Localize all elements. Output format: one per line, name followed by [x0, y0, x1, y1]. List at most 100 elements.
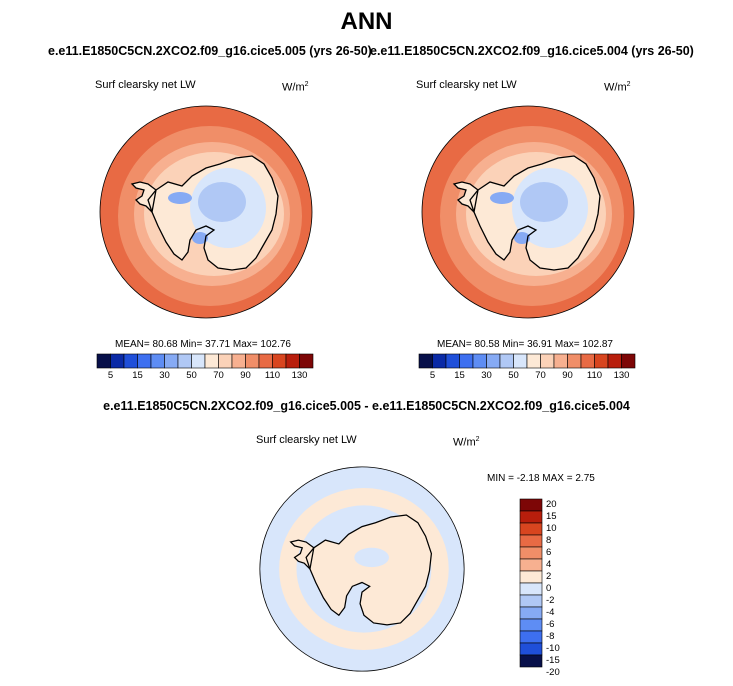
colorbar-tick-label: 30 [159, 370, 170, 381]
colorbar-tick-label: 8 [546, 535, 552, 546]
colorbar-tick-label: 20 [546, 499, 557, 510]
colorbar-tick-label: 5 [429, 370, 436, 381]
panel-1-stats: MEAN= 80.68 Min= 37.71 Max= 102.76 [115, 339, 291, 350]
difference-units: W/m2 [453, 436, 480, 449]
colorbar-box [486, 353, 501, 369]
colorbar-tick-label: 30 [481, 370, 492, 381]
peninsula-coastline [130, 181, 157, 214]
colorbar-tick-label: 5 [107, 370, 114, 381]
panel-1-case-title: e.e11.E1850C5CN.2XCO2.f09_g16.cice5.005 … [48, 44, 372, 58]
colorbar-box [432, 353, 447, 369]
colorbar-box [519, 546, 543, 560]
colorbar-box [594, 353, 609, 369]
colorbar-tick-label: 90 [240, 370, 251, 381]
panel-2-max-label: Max= [554, 339, 580, 350]
panel-2-units: W/m2 [604, 81, 631, 94]
panel-2-colorbar [418, 353, 636, 369]
colorbar-tick-label: 2 [546, 571, 552, 582]
panel-1-mean-label: MEAN= [115, 339, 150, 350]
map-border [259, 466, 465, 672]
panel-2-case-title: e.e11.E1850C5CN.2XCO2.f09_g16.cice5.004 … [370, 44, 694, 58]
diff-pale-patch [354, 547, 389, 568]
coastline [147, 155, 279, 271]
panel-1-max-label: Max= [232, 339, 258, 350]
panel-2-colorbar-ticks: 5 15 30 50 70 90 110 130 [419, 370, 635, 382]
panel-1-units: W/m2 [282, 81, 309, 94]
difference-colorbar [519, 498, 543, 668]
colorbar-box [519, 654, 543, 668]
panel-1-min-label: Min= [180, 339, 203, 350]
colorbar-tick-label: 0 [546, 583, 552, 594]
colorbar-tick-label: 15 [132, 370, 143, 381]
colorbar-tick-label: 130 [291, 370, 308, 381]
colorbar-box [519, 618, 543, 632]
panel-1-colorbar-ticks: 5 15 30 50 70 90 110 130 [97, 370, 313, 382]
map-border [421, 105, 635, 319]
panel-2-mean-label: MEAN= [437, 339, 472, 350]
panel-2-stats: MEAN= 80.58 Min= 36.91 Max= 102.87 [437, 339, 613, 350]
colorbar-box [459, 353, 474, 369]
colorbar-box [137, 353, 152, 369]
colorbar-box [540, 353, 555, 369]
colorbar-tick-label: 6 [546, 547, 552, 558]
colorbar-box [519, 594, 543, 608]
colorbar-box [519, 642, 543, 656]
colorbar-tick-label: -20 [546, 667, 560, 678]
colorbar-box [519, 534, 543, 548]
difference-variable-name: Surf clearsky net LW [256, 434, 357, 446]
colorbar-box [272, 353, 287, 369]
colorbar-tick-label: 130 [613, 370, 630, 381]
colorbar-box [519, 582, 543, 596]
colorbar-box [567, 353, 582, 369]
colorbar-box [218, 353, 233, 369]
peninsula-coastline [452, 181, 479, 214]
colorbar-tick-label: 90 [562, 370, 573, 381]
colorbar-box [285, 353, 300, 369]
colorbar-tick-label: 70 [535, 370, 546, 381]
panel-2-max-value: 102.87 [582, 339, 613, 350]
colorbar-box [472, 353, 487, 369]
colorbar-box [513, 353, 528, 369]
colorbar-tick-label: -6 [546, 619, 555, 630]
panel-1-colorbar [96, 353, 314, 369]
panel-1-min-value: 37.71 [205, 339, 231, 350]
colorbar-box [110, 353, 125, 369]
coastline [305, 514, 433, 626]
colorbar-tick-label: 50 [508, 370, 519, 381]
colorbar-box [164, 353, 179, 369]
colorbar-box [499, 353, 514, 369]
colorbar-box [123, 353, 138, 369]
colorbar-box [553, 353, 568, 369]
plateau-blue [520, 182, 568, 222]
panel-2-variable-name: Surf clearsky net LW [416, 79, 517, 91]
colorbar-box [580, 353, 595, 369]
colorbar-box [245, 353, 260, 369]
coastline [469, 155, 601, 271]
colorbar-box [519, 606, 543, 620]
colorbar-tick-label: -2 [546, 595, 555, 606]
plateau-blue [198, 182, 246, 222]
colorbar-box [519, 558, 543, 572]
panel-1-polar-map [99, 105, 313, 319]
difference-stats: MIN = -2.18 MAX = 2.75 [487, 473, 595, 484]
colorbar-box [258, 353, 273, 369]
panel-1-mean-value: 80.68 [152, 339, 178, 350]
panel-2-polar-map [421, 105, 635, 319]
colorbar-tick-label: 4 [546, 559, 552, 570]
colorbar-box [607, 353, 622, 369]
colorbar-box [177, 353, 192, 369]
figure-title: ANN [340, 8, 393, 35]
ice-shelf-ross [168, 192, 192, 204]
colorbar-box [519, 570, 543, 584]
map-field [100, 106, 312, 318]
colorbar-tick-label: 110 [586, 370, 603, 381]
colorbar-box [299, 353, 314, 369]
colorbar-tick-label: -10 [546, 643, 560, 654]
colorbar-tick-label: 50 [186, 370, 197, 381]
map-field [259, 466, 465, 672]
colorbar-tick-label: 110 [264, 370, 281, 381]
colorbar-box [418, 353, 433, 369]
panel-1-max-value: 102.76 [260, 339, 291, 350]
colorbar-tick-label: 15 [454, 370, 465, 381]
peninsula-coastline [289, 539, 315, 571]
